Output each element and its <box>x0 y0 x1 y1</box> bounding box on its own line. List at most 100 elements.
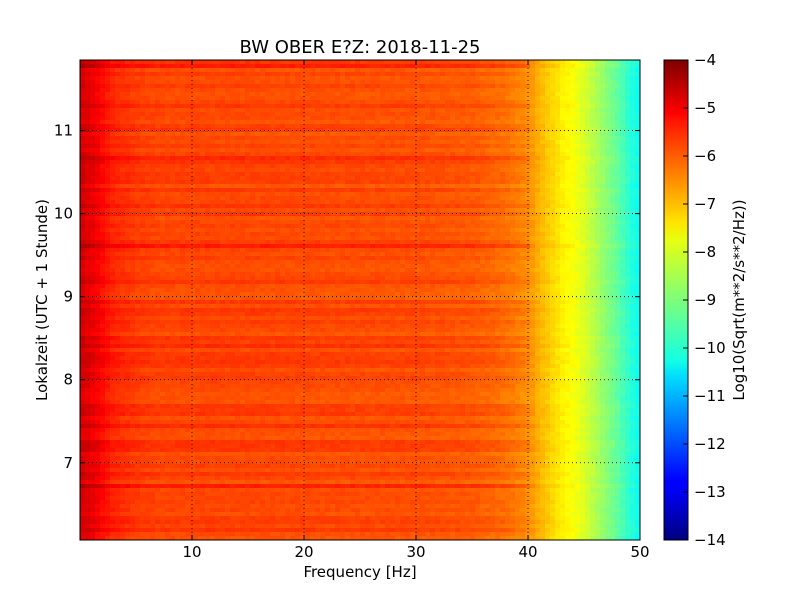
heatmap-cell <box>85 136 91 141</box>
heatmap-cell <box>410 168 416 173</box>
heatmap-cell <box>80 148 86 153</box>
heatmap-cell <box>405 152 411 157</box>
heatmap-cell <box>200 104 206 109</box>
heatmap-cell <box>425 64 431 69</box>
heatmap-cell <box>205 184 211 189</box>
heatmap-cell <box>195 112 201 117</box>
heatmap-cell <box>545 112 551 117</box>
heatmap-cell <box>500 104 506 109</box>
heatmap-cell <box>90 176 96 181</box>
heatmap-cell <box>145 124 151 129</box>
heatmap-cell <box>420 88 426 93</box>
heatmap-cell <box>95 120 101 125</box>
heatmap-cell <box>555 232 561 237</box>
heatmap-cell <box>85 60 91 65</box>
heatmap-cell <box>565 156 571 161</box>
heatmap-cell <box>385 200 391 205</box>
heatmap-cell <box>165 180 171 185</box>
heatmap-cell <box>185 204 191 209</box>
heatmap-cell <box>120 156 126 161</box>
heatmap-cell <box>220 152 226 157</box>
heatmap-cell <box>170 80 176 85</box>
heatmap-cell <box>385 116 391 121</box>
heatmap-cell <box>215 88 221 93</box>
heatmap-cell <box>590 144 596 149</box>
heatmap-cell <box>270 96 276 101</box>
heatmap-cell <box>325 208 331 213</box>
heatmap-cell <box>355 196 361 201</box>
heatmap-cell <box>375 132 381 137</box>
heatmap-cell <box>395 236 401 241</box>
heatmap-cell <box>635 88 640 93</box>
heatmap-cell <box>95 160 101 165</box>
heatmap-cell <box>240 188 246 193</box>
heatmap-cell <box>460 144 466 149</box>
heatmap-cell <box>175 188 181 193</box>
heatmap-cell <box>410 76 416 81</box>
heatmap-cell <box>100 176 106 181</box>
heatmap-cell <box>300 216 306 221</box>
heatmap-cell <box>365 60 371 65</box>
heatmap-cell <box>565 124 571 129</box>
heatmap-cell <box>355 168 361 173</box>
heatmap-cell <box>245 196 251 201</box>
heatmap-cell <box>425 72 431 77</box>
heatmap-cell <box>475 184 481 189</box>
heatmap-cell <box>190 196 196 201</box>
heatmap-cell <box>610 84 616 89</box>
heatmap-cell <box>110 68 116 73</box>
heatmap-cell <box>535 140 541 145</box>
heatmap-cell <box>425 152 431 157</box>
heatmap-cell <box>415 108 421 113</box>
heatmap-cell <box>320 172 326 177</box>
heatmap-cell <box>205 84 211 89</box>
heatmap-cell <box>145 176 151 181</box>
heatmap-cell <box>570 184 576 189</box>
heatmap-cell <box>335 196 341 201</box>
heatmap-cell <box>465 68 471 73</box>
heatmap-cell <box>180 152 186 157</box>
heatmap-cell <box>635 160 640 165</box>
heatmap-cell <box>240 104 246 109</box>
heatmap-cell <box>340 116 346 121</box>
heatmap-cell <box>345 216 351 221</box>
heatmap-cell <box>220 236 226 241</box>
heatmap-cell <box>590 168 596 173</box>
heatmap-cell <box>255 180 261 185</box>
heatmap-cell <box>305 188 311 193</box>
heatmap-cell <box>85 72 91 77</box>
heatmap-cell <box>560 208 566 213</box>
heatmap-cell <box>350 60 356 65</box>
heatmap-cell <box>415 160 421 165</box>
heatmap-cell <box>515 208 521 213</box>
heatmap-cell <box>400 196 406 201</box>
heatmap-cell <box>260 152 266 157</box>
heatmap-cell <box>310 212 316 217</box>
heatmap-cell <box>265 124 271 129</box>
heatmap-cell <box>360 96 366 101</box>
heatmap-cell <box>245 172 251 177</box>
heatmap-cell <box>165 92 171 97</box>
heatmap-cell <box>105 220 111 225</box>
heatmap-cell <box>495 228 501 233</box>
heatmap-cell <box>520 108 526 113</box>
heatmap-cell <box>305 128 311 133</box>
heatmap-cell <box>455 168 461 173</box>
heatmap-cell <box>610 96 616 101</box>
heatmap-cell <box>175 108 181 113</box>
heatmap-cell <box>515 84 521 89</box>
heatmap-cell <box>465 88 471 93</box>
heatmap-cell <box>300 92 306 97</box>
heatmap-cell <box>535 104 541 109</box>
heatmap-cell <box>435 196 441 201</box>
heatmap-cell <box>300 96 306 101</box>
heatmap-cell <box>395 116 401 121</box>
heatmap-cell <box>445 228 451 233</box>
heatmap-cell <box>545 188 551 193</box>
heatmap-cell <box>110 228 116 233</box>
heatmap-cell <box>150 136 156 141</box>
heatmap-cell <box>215 136 221 141</box>
heatmap-cell <box>600 212 606 217</box>
heatmap-cell <box>615 84 621 89</box>
heatmap-cell <box>585 116 591 121</box>
